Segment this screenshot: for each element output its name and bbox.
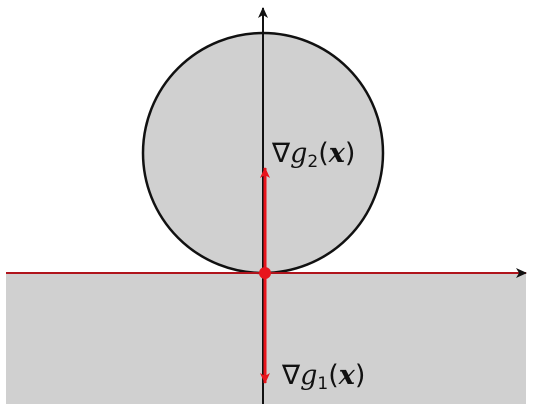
variable-x: x (328, 138, 345, 169)
nabla-symbol: ∇ (272, 138, 291, 169)
open-paren: ( (318, 138, 329, 169)
close-paren: ) (354, 360, 366, 391)
function-subscript: 2 (307, 152, 319, 172)
function-name: g (300, 360, 318, 391)
close-paren: ) (344, 138, 356, 169)
variable-x: x (338, 360, 355, 391)
function-subscript: 1 (317, 374, 329, 394)
function-name: g (290, 138, 308, 169)
contact-point (259, 267, 271, 279)
nabla-symbol: ∇ (282, 360, 301, 391)
gradient-g1-label: ∇g1(x) (282, 362, 365, 393)
open-paren: ( (328, 360, 339, 391)
gradient-g2-label: ∇g2(x) (272, 140, 355, 171)
